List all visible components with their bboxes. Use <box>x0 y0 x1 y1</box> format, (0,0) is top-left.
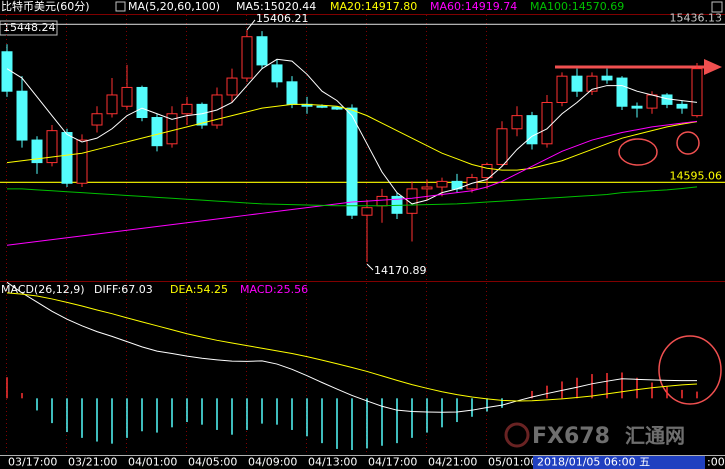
ma-line <box>6 120 698 246</box>
ma-line <box>6 103 698 171</box>
candle-body <box>1 51 13 92</box>
annotation-label: 14170.89 <box>374 264 427 277</box>
candle-body <box>331 106 343 110</box>
watermark-text: 汇通网 <box>625 424 685 448</box>
cursor-label: 2018/01/05 06:00 五 <box>537 456 650 469</box>
candle-body <box>136 86 148 119</box>
legend-entry: MA60:14919.74 <box>430 0 517 13</box>
legend-entry: DIFF:67.03 <box>94 283 153 296</box>
candle-body <box>646 94 658 109</box>
candle-body <box>241 36 253 79</box>
candle-body <box>271 64 283 83</box>
candle-body <box>496 128 508 165</box>
legend-entry: MA5:15020.44 <box>236 0 316 13</box>
legend-entry: MA100:14570.69 <box>530 0 624 13</box>
candle-body <box>631 105 643 109</box>
candle-body <box>691 68 703 117</box>
candle-body <box>91 113 103 126</box>
x-tick-label: 04/17:00 <box>368 456 417 469</box>
candle-body <box>406 188 418 214</box>
candle-body <box>286 81 298 105</box>
candle-body <box>601 75 613 81</box>
candle-body <box>256 36 268 66</box>
highlight-circle <box>658 335 722 405</box>
candle-body <box>511 115 523 130</box>
annotation-arrow <box>555 59 722 75</box>
candle-body <box>436 180 448 188</box>
candle-body <box>166 113 178 145</box>
x-tick-label: 03/21:00 <box>68 456 117 469</box>
candle-body <box>226 77 238 96</box>
macd-line <box>6 292 698 402</box>
level-label: 14595.06 <box>670 169 723 182</box>
watermark-text: FX678 <box>532 424 610 449</box>
legend-entry: MA20:14917.80 <box>330 0 417 13</box>
x-tick-label: 04/13:00 <box>308 456 357 469</box>
candle-body <box>61 132 73 184</box>
annotation-tick <box>366 263 374 271</box>
candle-body <box>151 117 163 147</box>
candle-body <box>586 75 598 92</box>
indicator-label: MA(5,20,60,100) <box>128 0 220 13</box>
candle-body <box>616 77 628 107</box>
ma-line <box>6 58 698 205</box>
x-tick-label: 04/09:00 <box>248 456 297 469</box>
x-tick-label: 04/05:00 <box>188 456 237 469</box>
highlight-circle <box>618 138 658 166</box>
highlight-circle <box>676 131 700 155</box>
candle-body <box>421 186 433 190</box>
candle-body <box>181 103 193 115</box>
candle-body <box>481 163 493 179</box>
candle-body <box>556 75 568 103</box>
candle-body <box>376 195 388 207</box>
level-label: 15436.13 <box>670 11 723 24</box>
ma-line <box>7 186 698 207</box>
x-tick-label: 04/01:00 <box>128 456 177 469</box>
x-tick-label: 04/21:00 <box>428 456 477 469</box>
candle-body <box>31 139 43 164</box>
indicator-icon <box>115 1 126 12</box>
legend-entry: MACD:25.56 <box>240 283 308 296</box>
candle-body <box>106 94 118 115</box>
annotation-tick <box>246 19 256 31</box>
x-tick-label: 05/01:00 <box>488 456 537 469</box>
macd-line <box>6 281 698 413</box>
cursor-box <box>533 456 705 469</box>
candle-body <box>526 115 538 145</box>
candle-body <box>571 75 583 92</box>
macd-title: MACD(26,12,9) <box>1 283 85 296</box>
candle-body <box>361 207 373 216</box>
watermark: FX678 汇通网 <box>504 422 685 449</box>
candle-body <box>316 105 328 108</box>
annotation-label: 15406.21 <box>256 12 309 25</box>
candle-body <box>541 101 553 145</box>
x-tick-label: :00 <box>707 456 725 469</box>
chart-title: 比特币美元(60分) <box>1 0 90 13</box>
candle-body <box>46 130 58 164</box>
candle-body <box>346 107 358 216</box>
legend-entry: DEA:54.25 <box>170 283 228 296</box>
candle-body <box>16 90 28 141</box>
candle-body <box>121 86 133 107</box>
corner-label: 15448.24 <box>3 21 56 34</box>
window-icon[interactable] <box>711 1 723 13</box>
candle-body <box>676 103 688 109</box>
candle-body <box>76 139 88 184</box>
x-tick-label: 03/17:00 <box>8 456 57 469</box>
